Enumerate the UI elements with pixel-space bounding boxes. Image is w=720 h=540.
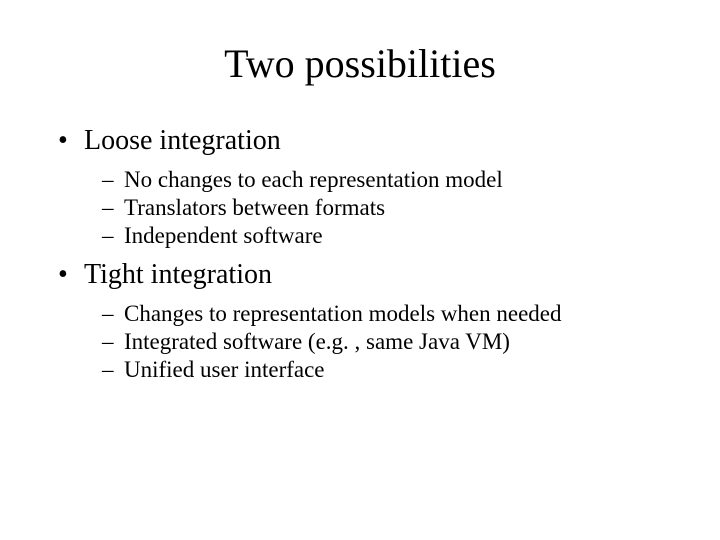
bullet-marker: • xyxy=(58,125,84,157)
subitem-text: Independent software xyxy=(124,223,323,249)
bullet-label: Tight integration xyxy=(84,259,272,291)
dash-marker: – xyxy=(102,301,124,327)
slide-title: Two possibilities xyxy=(40,40,680,87)
slide-container: Two possibilities • Loose integration – … xyxy=(0,0,720,540)
bullet-level2: – Integrated software (e.g. , same Java … xyxy=(102,329,680,355)
bullet-level2: – Translators between formats xyxy=(102,195,680,221)
dash-marker: – xyxy=(102,357,124,383)
bullet-group-1: • Tight integration – Changes to represe… xyxy=(40,259,680,383)
subitem-text: No changes to each representation model xyxy=(124,167,503,193)
bullet-level2: – Unified user interface xyxy=(102,357,680,383)
bullet-level1: • Tight integration xyxy=(58,259,680,291)
bullet-level2: – Independent software xyxy=(102,223,680,249)
bullet-group-0: • Loose integration – No changes to each… xyxy=(40,125,680,249)
dash-marker: – xyxy=(102,223,124,249)
bullet-level2: – No changes to each representation mode… xyxy=(102,167,680,193)
subitem-text: Changes to representation models when ne… xyxy=(124,301,562,327)
bullet-label: Loose integration xyxy=(84,125,281,157)
bullet-level1: • Loose integration xyxy=(58,125,680,157)
subitem-text: Translators between formats xyxy=(124,195,385,221)
dash-marker: – xyxy=(102,195,124,221)
dash-marker: – xyxy=(102,329,124,355)
bullet-level2: – Changes to representation models when … xyxy=(102,301,680,327)
bullet-marker: • xyxy=(58,259,84,291)
dash-marker: – xyxy=(102,167,124,193)
subitem-text: Integrated software (e.g. , same Java VM… xyxy=(124,329,510,355)
subitem-text: Unified user interface xyxy=(124,357,325,383)
